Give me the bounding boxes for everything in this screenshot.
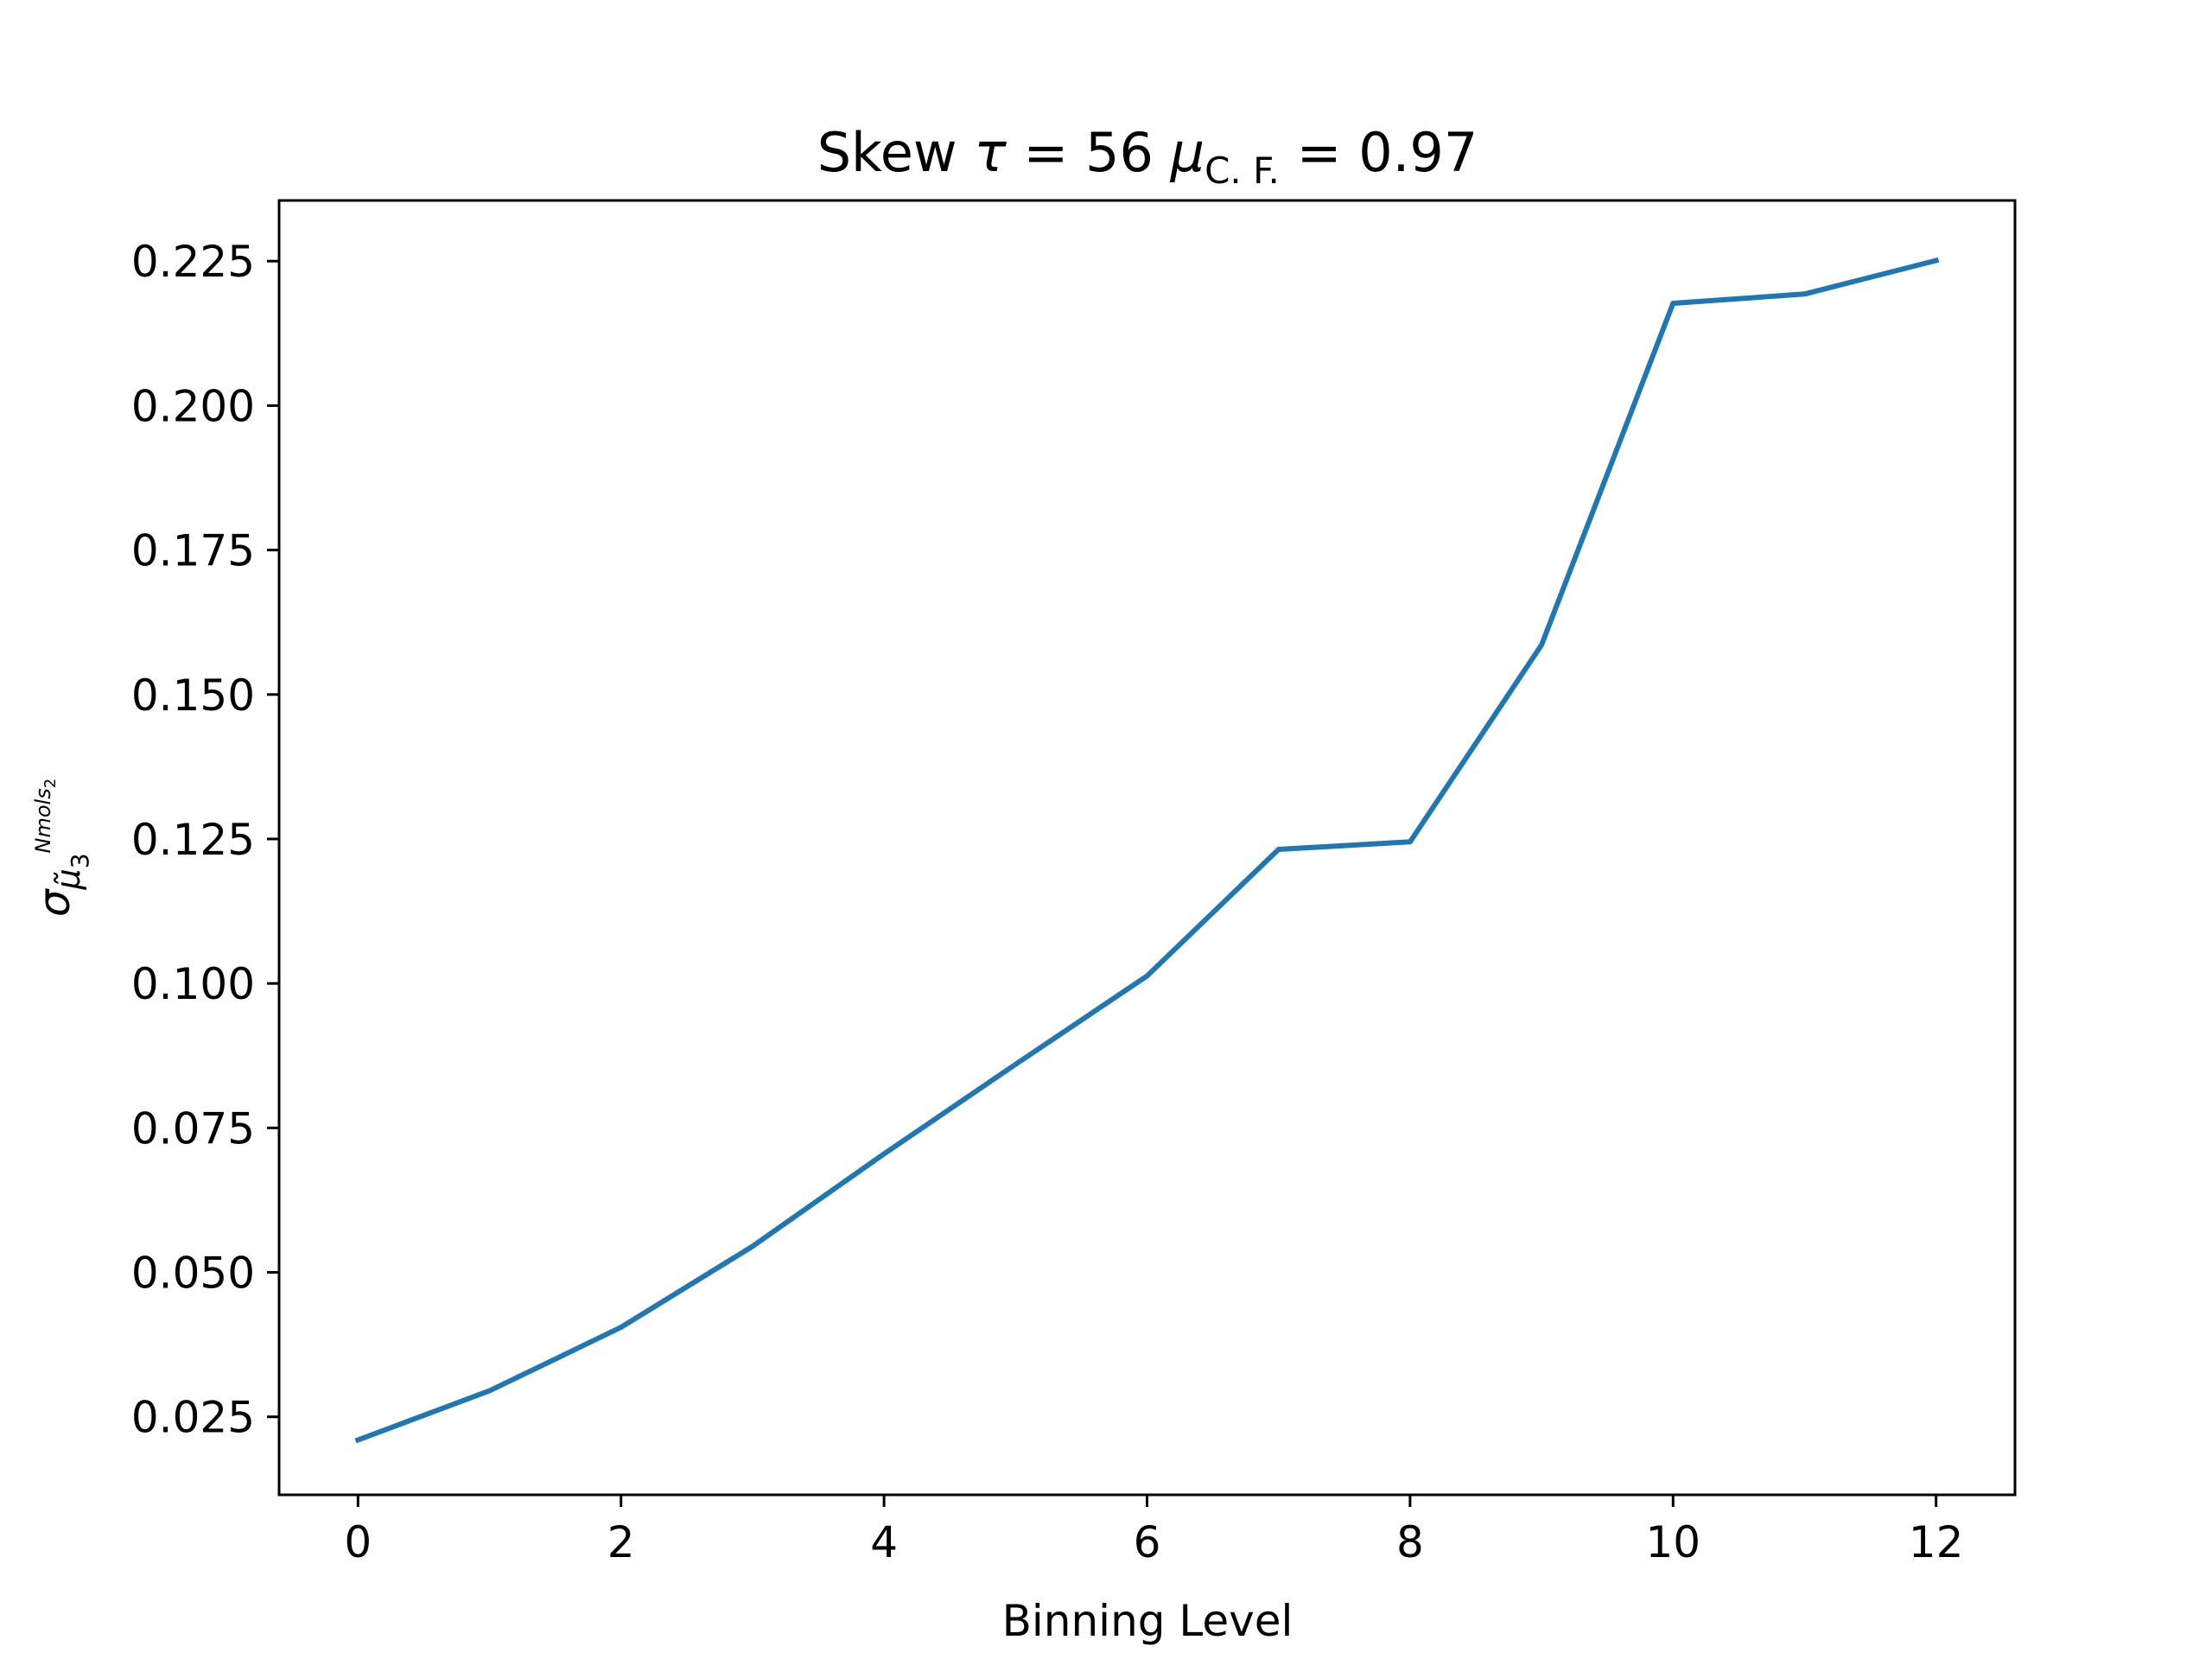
y-tick-label: 0.150 — [131, 671, 255, 721]
y-tick-label: 0.100 — [131, 959, 255, 1009]
y-axis-ticks: 0.025 0.050 0.075 0.100 0.125 0.150 0.175 0.200… — [131, 237, 279, 1443]
x-tick-label: 12 — [1909, 1517, 1964, 1567]
title-tau-value: = 56 — [1007, 121, 1171, 184]
x-tick-label: 10 — [1645, 1517, 1700, 1567]
x-axis-title: Binning Level — [1002, 1596, 1294, 1646]
y-tick-label: 0.075 — [131, 1103, 255, 1154]
x-tick-label: 2 — [607, 1517, 635, 1567]
chart-title: Skew τ = 56 μC. F. = 0.97 — [817, 121, 1478, 192]
x-tick-label: 6 — [1134, 1517, 1161, 1567]
x-axis-ticks: 0 2 4 6 8 10 12 — [344, 1495, 1963, 1567]
y-tick-label: 0.225 — [131, 237, 255, 287]
plot-frame — [277, 199, 2017, 1497]
y-tick-label: 0.025 — [131, 1393, 255, 1443]
x-tick-label: 0 — [344, 1517, 372, 1567]
y-tick-label: 0.125 — [131, 815, 255, 865]
y-tick-label: 0.175 — [131, 526, 255, 576]
y-title-mu-subscript: 3 — [66, 853, 94, 868]
y-title-mu: μ̃ — [49, 868, 87, 890]
y-title-superscript-subscript: 2 — [41, 779, 60, 788]
title-mu-value: = 0.97 — [1280, 121, 1478, 184]
y-title-sigma: σ — [29, 888, 79, 917]
y-tick-label: 0.200 — [131, 381, 255, 431]
x-tick-label: 8 — [1396, 1517, 1424, 1567]
title-prefix: Skew — [817, 121, 975, 184]
series-layer — [354, 257, 1940, 1444]
title-mu-symbol: μ — [1170, 121, 1205, 184]
title-tau-symbol: τ — [974, 121, 1007, 184]
x-tick-label: 4 — [870, 1517, 898, 1567]
series-line — [354, 257, 1940, 1444]
y-title-superscript: Nmols — [31, 788, 55, 853]
y-tick-label: 0.050 — [131, 1249, 255, 1299]
title-mu-subscript: C. F. — [1205, 149, 1280, 192]
y-axis-title: σμ̃3 Nmols2 — [29, 779, 94, 917]
svg-text:σμ̃3Nmols2: σμ̃3 Nmols2 — [29, 779, 94, 917]
